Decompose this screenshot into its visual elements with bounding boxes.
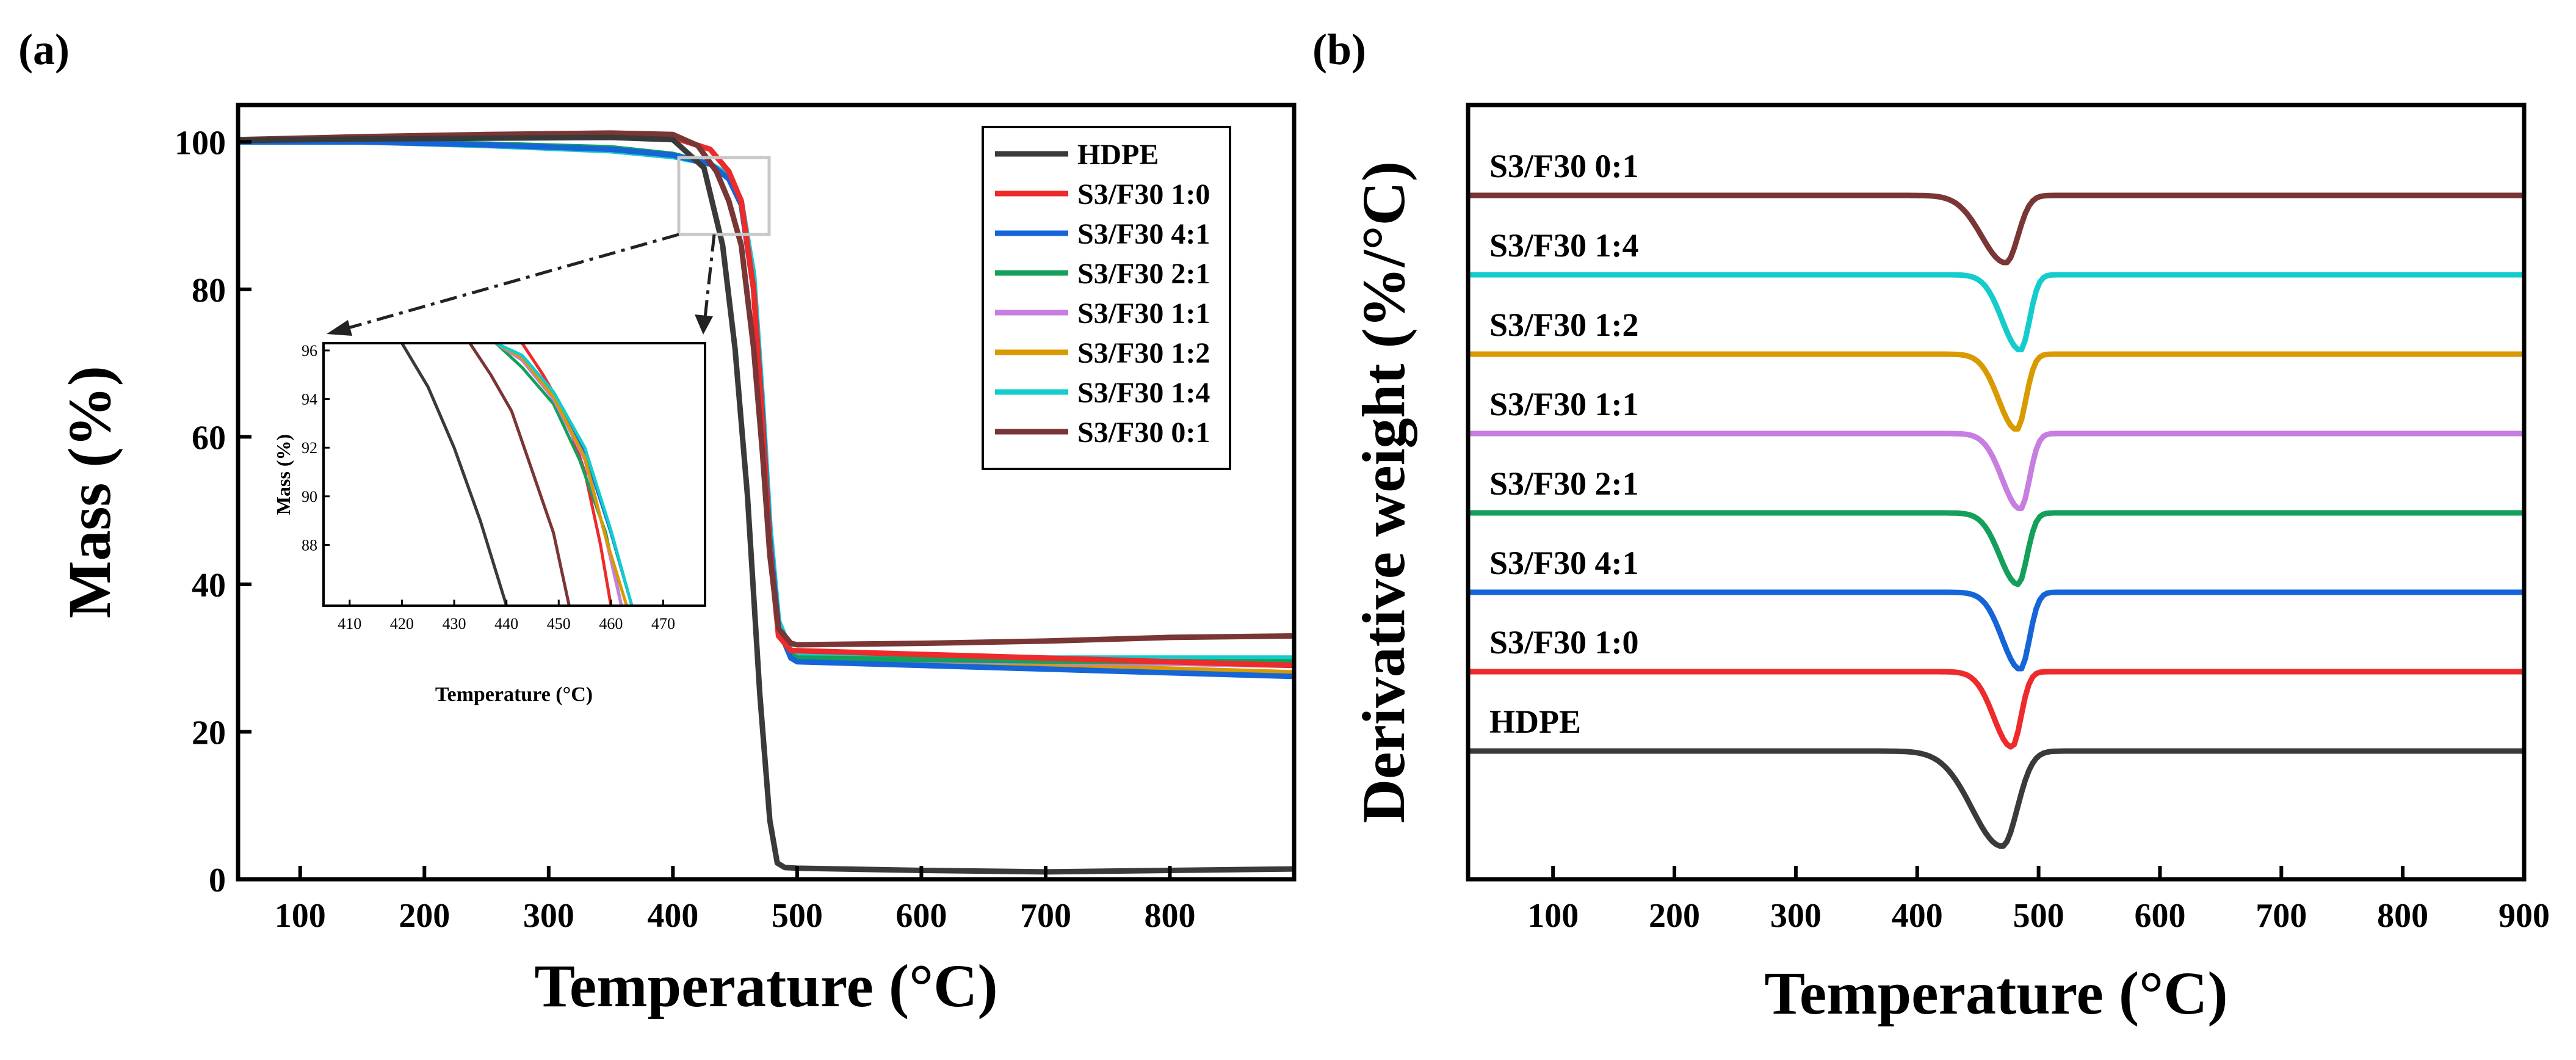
legend-label-s3-f30-1-4: S3/F30 1:4 xyxy=(1077,377,1210,409)
zoom-arrow-right xyxy=(703,234,716,318)
dtg-label-s3-f30-0-1: S3/F30 0:1 xyxy=(1489,148,1639,184)
dtg-series-group xyxy=(1468,192,2524,849)
inset-line-hdpe xyxy=(400,343,508,606)
legend-label-s3-f30-1-0: S3/F30 1:0 xyxy=(1077,178,1210,211)
inset-x-tick-label: 420 xyxy=(390,615,414,633)
legend-label-s3-f30-0-1: S3/F30 0:1 xyxy=(1077,416,1210,449)
inset-x-tick-label: 460 xyxy=(599,615,623,633)
inset-x-tick-label: 410 xyxy=(338,615,361,633)
legend-label-hdpe: HDPE xyxy=(1077,139,1159,171)
zoom-arrowhead-right-icon xyxy=(695,314,713,335)
dtg-ticks: 100 200 300 400 500 600 700 800 900 xyxy=(1527,866,2550,935)
tga-x-tick-label: 400 xyxy=(647,897,698,935)
inset-x-tick-label: 430 xyxy=(443,615,466,633)
dtg-x-tick-label: 200 xyxy=(1649,897,1700,935)
tga-y-tick-label: 40 xyxy=(192,567,226,604)
dtg-line-hdpe xyxy=(1468,748,2524,849)
tga-inset-chart: 410 420 430 440 450 460 470 88 90 92 94 96 Temperat… xyxy=(272,337,706,706)
dtg-x-tick-label: 900 xyxy=(2498,897,2550,935)
inset-x-tick-label: 450 xyxy=(547,615,571,633)
inset-line-s3-f30-1-4 xyxy=(495,343,634,606)
dtg-plot-frame xyxy=(1466,103,2527,882)
tga-x-tick-label: 500 xyxy=(772,897,823,935)
tga-ticks: 100 200 300 400 500 600 700 800 0 20 40 60 80 100 xyxy=(175,124,1195,935)
tga-y-tick-label: 80 xyxy=(192,272,226,310)
legend-label-s3-f30-2-1: S3/F30 2:1 xyxy=(1077,258,1210,290)
legend-label-s3-f30-4-1: S3/F30 4:1 xyxy=(1077,218,1210,250)
zoom-arrowhead-left-icon xyxy=(327,320,352,336)
dtg-label-s3-f30-1-0: S3/F30 1:0 xyxy=(1489,624,1639,661)
inset-y-tick-label: 90 xyxy=(302,488,317,506)
inset-y-tick-label: 88 xyxy=(302,536,317,554)
tga-x-tick-label: 100 xyxy=(275,897,326,935)
tga-legend: HDPE S3/F30 1:0 S3/F30 4:1 S3/F30 2:1 S3/F30… xyxy=(982,126,1231,470)
legend-frame xyxy=(982,126,1231,470)
dtg-x-tick-label: 500 xyxy=(2013,897,2064,935)
tga-x-tick-label: 700 xyxy=(1020,897,1071,935)
dtg-label-hdpe: HDPE xyxy=(1489,703,1581,740)
tga-x-tick-label: 300 xyxy=(523,897,574,935)
inset-ticks: 410 420 430 440 450 460 470 88 90 92 94 96 xyxy=(302,342,675,633)
tga-line-s3-f30-0-1 xyxy=(238,130,1294,648)
panel-b-label: (b) xyxy=(1312,25,1366,74)
tga-y-tick-label: 100 xyxy=(175,124,226,162)
tga-line-hdpe xyxy=(238,134,1294,875)
dtg-line-s3-f30-0-1 xyxy=(1468,192,2524,266)
legend-label-s3-f30-1-1: S3/F30 1:1 xyxy=(1077,297,1210,330)
dtg-x-tick-label: 800 xyxy=(2377,897,2428,935)
dtg-x-tick-label: 100 xyxy=(1527,897,1579,935)
tga-x-tick-label: 200 xyxy=(399,897,450,935)
inset-y-tick-label: 94 xyxy=(302,391,317,408)
dtg-x-tick-label: 300 xyxy=(1770,897,1822,935)
tga-y-tick-label: 60 xyxy=(192,419,226,457)
tga-x-tick-label: 800 xyxy=(1144,897,1195,935)
panel-a-label: (a) xyxy=(18,25,70,74)
dtg-label-s3-f30-2-1: S3/F30 2:1 xyxy=(1489,465,1639,502)
inset-plot-frame xyxy=(322,342,706,607)
tga-x-tick-label: 600 xyxy=(895,897,947,935)
dtg-line-s3-f30-1-4 xyxy=(1468,272,2524,352)
inset-line-s3-f30-0-1 xyxy=(468,343,571,606)
dtg-label-s3-f30-1-1: S3/F30 1:1 xyxy=(1489,386,1639,423)
dtg-line-s3-f30-1-1 xyxy=(1468,430,2524,511)
tga-y-tick-label: 20 xyxy=(192,714,226,752)
dtg-line-s3-f30-1-0 xyxy=(1468,669,2524,750)
tga-y-tick-label: 0 xyxy=(209,862,226,899)
dtg-label-s3-f30-1-4: S3/F30 1:4 xyxy=(1489,227,1639,264)
dtg-x-tick-label: 700 xyxy=(2256,897,2307,935)
dtg-series-labels: HDPE S3/F30 1:0 S3/F30 4:1 S3/F30 2:1 S3/F30… xyxy=(1489,148,1639,740)
tga-plot-frame xyxy=(236,103,1297,882)
zoom-arrow-left xyxy=(341,233,679,332)
inset-x-tick-label: 440 xyxy=(494,615,518,633)
inset-y-tick-label: 92 xyxy=(302,439,317,457)
dtg-x-tick-label: 600 xyxy=(2134,897,2185,935)
dtg-label-s3-f30-4-1: S3/F30 4:1 xyxy=(1489,545,1639,581)
inset-x-axis-label: Temperature (°C) xyxy=(435,683,593,706)
tga-chart: 100 200 300 400 500 600 700 800 0 20 40 60 80 100 Tem… xyxy=(56,103,1297,1020)
dtg-line-s3-f30-2-1 xyxy=(1468,510,2524,587)
inset-x-tick-label: 470 xyxy=(651,615,675,633)
tga-x-axis-label: Temperature (°C) xyxy=(534,952,997,1020)
inset-y-axis-label: Mass (%) xyxy=(272,434,294,515)
zoom-region-box xyxy=(677,156,771,236)
legend-label-s3-f30-1-2: S3/F30 1:2 xyxy=(1077,337,1210,369)
tga-y-axis-label: Mass (%) xyxy=(56,366,123,619)
tga-series-group xyxy=(238,130,1294,875)
dtg-y-axis-label: Derivative weight (%/°C) xyxy=(1350,161,1417,823)
inset-lines xyxy=(400,343,634,606)
dtg-line-s3-f30-4-1 xyxy=(1468,589,2524,672)
dtg-chart: 100 200 300 400 500 600 700 800 900 HDPE S3/F30 1… xyxy=(1350,103,2550,1027)
inset-series-group xyxy=(400,343,634,606)
dtg-line-s3-f30-1-2 xyxy=(1468,351,2524,432)
dtg-label-s3-f30-1-2: S3/F30 1:2 xyxy=(1489,307,1639,343)
dtg-x-tick-label: 400 xyxy=(1892,897,1943,935)
inset-line-s3-f30-1-2 xyxy=(495,343,628,606)
inset-y-tick-label: 96 xyxy=(302,342,317,360)
dtg-x-axis-label: Temperature (°C) xyxy=(1764,959,2227,1027)
